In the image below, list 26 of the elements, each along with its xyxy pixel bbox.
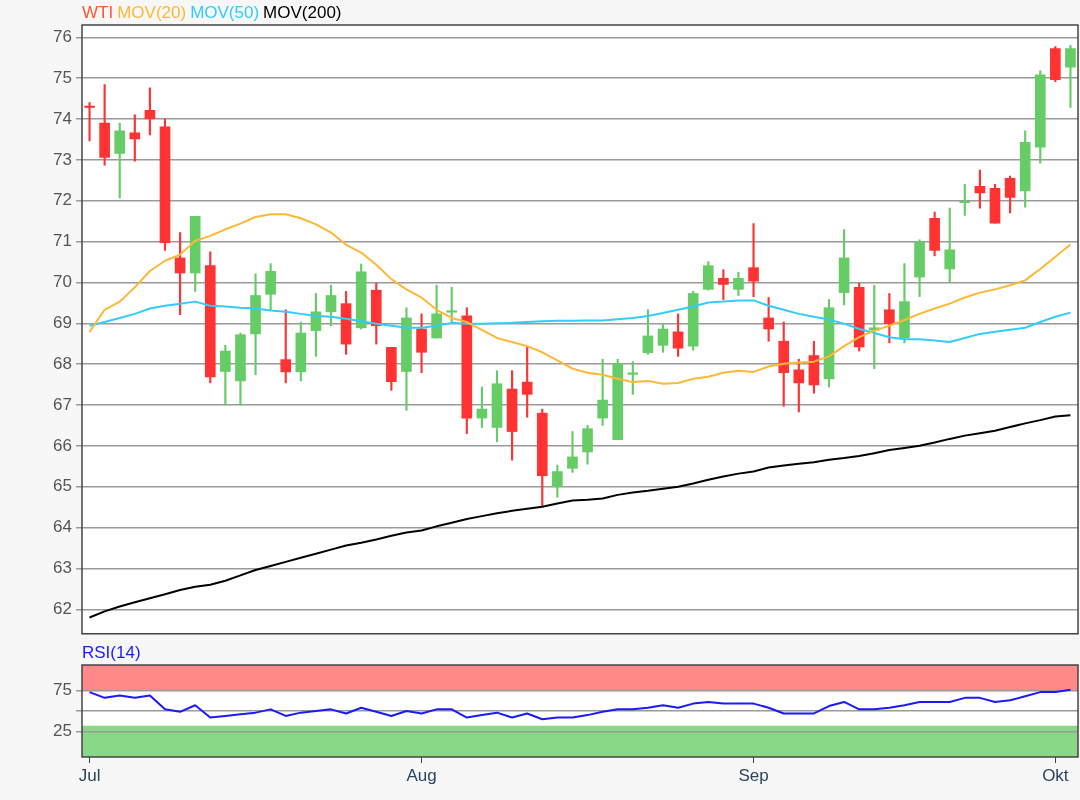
- text: MOV(200): [263, 3, 342, 22]
- y-tick-label: 69: [53, 312, 72, 332]
- y-tick-label: 72: [53, 190, 72, 210]
- y-tick-label: 70: [53, 272, 72, 292]
- x-tick-label: Jul: [78, 765, 101, 785]
- text: WTI: [82, 3, 114, 22]
- y-tick-label: 74: [53, 108, 72, 128]
- y-tick-label: 63: [53, 558, 72, 578]
- y-tick-label: 68: [53, 353, 72, 373]
- y-tick-label: 66: [53, 435, 72, 455]
- y-tick-label: 75: [53, 67, 72, 87]
- y-tick-label: 71: [53, 231, 72, 251]
- y-tick-label: 62: [53, 598, 72, 618]
- x-tick-label: Sep: [738, 765, 769, 785]
- y-tick-label: 76: [53, 26, 72, 46]
- x-tick-label: Okt: [1042, 765, 1069, 785]
- y-tick-label: 65: [53, 476, 72, 496]
- text: MOV(20): [117, 3, 187, 22]
- text: MOV(50): [190, 3, 260, 22]
- y-tick-label: 73: [53, 149, 72, 169]
- y-tick-label: 64: [53, 517, 72, 537]
- y-tick-label: 75: [53, 680, 72, 700]
- series-label: RSI(14): [82, 643, 141, 662]
- y-tick-label: 25: [53, 721, 72, 741]
- x-tick-label: Aug: [406, 765, 437, 785]
- y-tick-label: 67: [53, 394, 72, 414]
